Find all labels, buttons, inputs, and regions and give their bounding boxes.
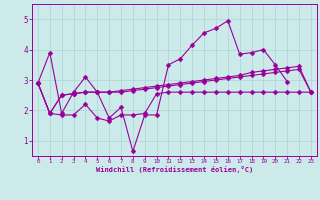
X-axis label: Windchill (Refroidissement éolien,°C): Windchill (Refroidissement éolien,°C) — [96, 166, 253, 173]
